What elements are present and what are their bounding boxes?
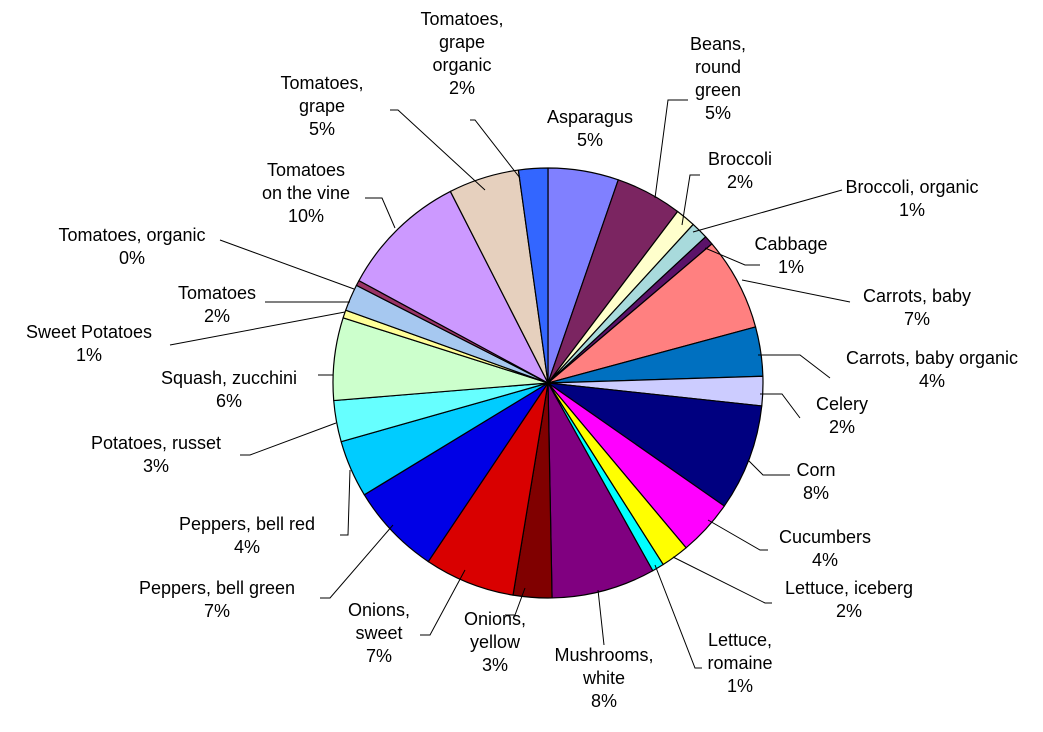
leader-line xyxy=(365,197,396,229)
leader-line xyxy=(240,422,337,456)
slice-label: Peppers, bell green 7% xyxy=(139,578,295,621)
leader-line xyxy=(219,239,355,290)
leader-line xyxy=(597,589,605,646)
slice-label: Tomatoes on the vine 10% xyxy=(262,160,350,226)
slice-label: Broccoli, organic 1% xyxy=(845,177,978,220)
slice-labels: Asparagus 5% Beans, round green 5% Broccoli 2% B… xyxy=(26,9,1018,711)
leader-line xyxy=(340,469,351,536)
slice-label: Carrots, baby 7% xyxy=(863,286,971,329)
slice-label: Sweet Potatoes 1% xyxy=(26,322,152,365)
leader-line xyxy=(747,459,790,476)
slice-label: Lettuce, iceberg 2% xyxy=(785,578,913,621)
slice-label: Asparagus 5% xyxy=(547,107,633,150)
leader-line xyxy=(654,99,688,199)
slice-label: Tomatoes, grape 5% xyxy=(280,73,363,139)
leader-line xyxy=(707,519,768,551)
leader-line xyxy=(672,556,772,604)
slice-label: Cabbage 1% xyxy=(754,234,827,277)
pie-slice-tomatoes-on-the-vine xyxy=(358,190,549,384)
leader-line xyxy=(681,174,700,226)
slice-label: Potatoes, russet 3% xyxy=(91,433,221,476)
leader-line xyxy=(758,354,831,379)
leader-line xyxy=(654,564,702,669)
slice-label: Broccoli 2% xyxy=(708,149,772,192)
leader-line xyxy=(320,524,394,599)
leader-line xyxy=(169,311,346,346)
pie-slice-mushrooms-white xyxy=(547,382,654,599)
slice-label: Cucumbers 4% xyxy=(779,527,871,570)
pie-slices xyxy=(332,167,764,599)
leader-line xyxy=(470,119,521,179)
leader-line xyxy=(692,189,843,233)
leader-lines xyxy=(169,99,851,669)
slice-label: Lettuce, romaine 1% xyxy=(707,630,772,696)
slice-label: Tomatoes 2% xyxy=(178,283,256,326)
leader-line xyxy=(760,393,801,419)
slice-label: Celery 2% xyxy=(816,394,868,437)
slice-label: Peppers, bell red 4% xyxy=(179,514,315,557)
leader-line xyxy=(390,109,486,191)
slice-label: Tomatoes, organic 0% xyxy=(58,225,205,268)
pie-slice-corn xyxy=(547,382,763,507)
leader-line xyxy=(704,247,760,266)
leader-line xyxy=(741,279,851,303)
slice-label: Onions, sweet 7% xyxy=(348,600,410,666)
slice-label: Beans, round green 5% xyxy=(690,34,746,123)
slice-label: Carrots, baby organic 4% xyxy=(846,348,1018,391)
slice-label: Tomatoes, grape organic 2% xyxy=(420,9,503,98)
pie-slice-tomatoes-grape-organic xyxy=(517,167,549,384)
slice-label: Corn 8% xyxy=(796,460,835,503)
leader-line xyxy=(505,587,526,616)
leader-line xyxy=(420,569,466,636)
slice-label: Onions, yellow 3% xyxy=(464,609,526,675)
slice-label: Mushrooms, white 8% xyxy=(554,645,653,711)
slice-label: Squash, zucchini 6% xyxy=(161,368,297,411)
